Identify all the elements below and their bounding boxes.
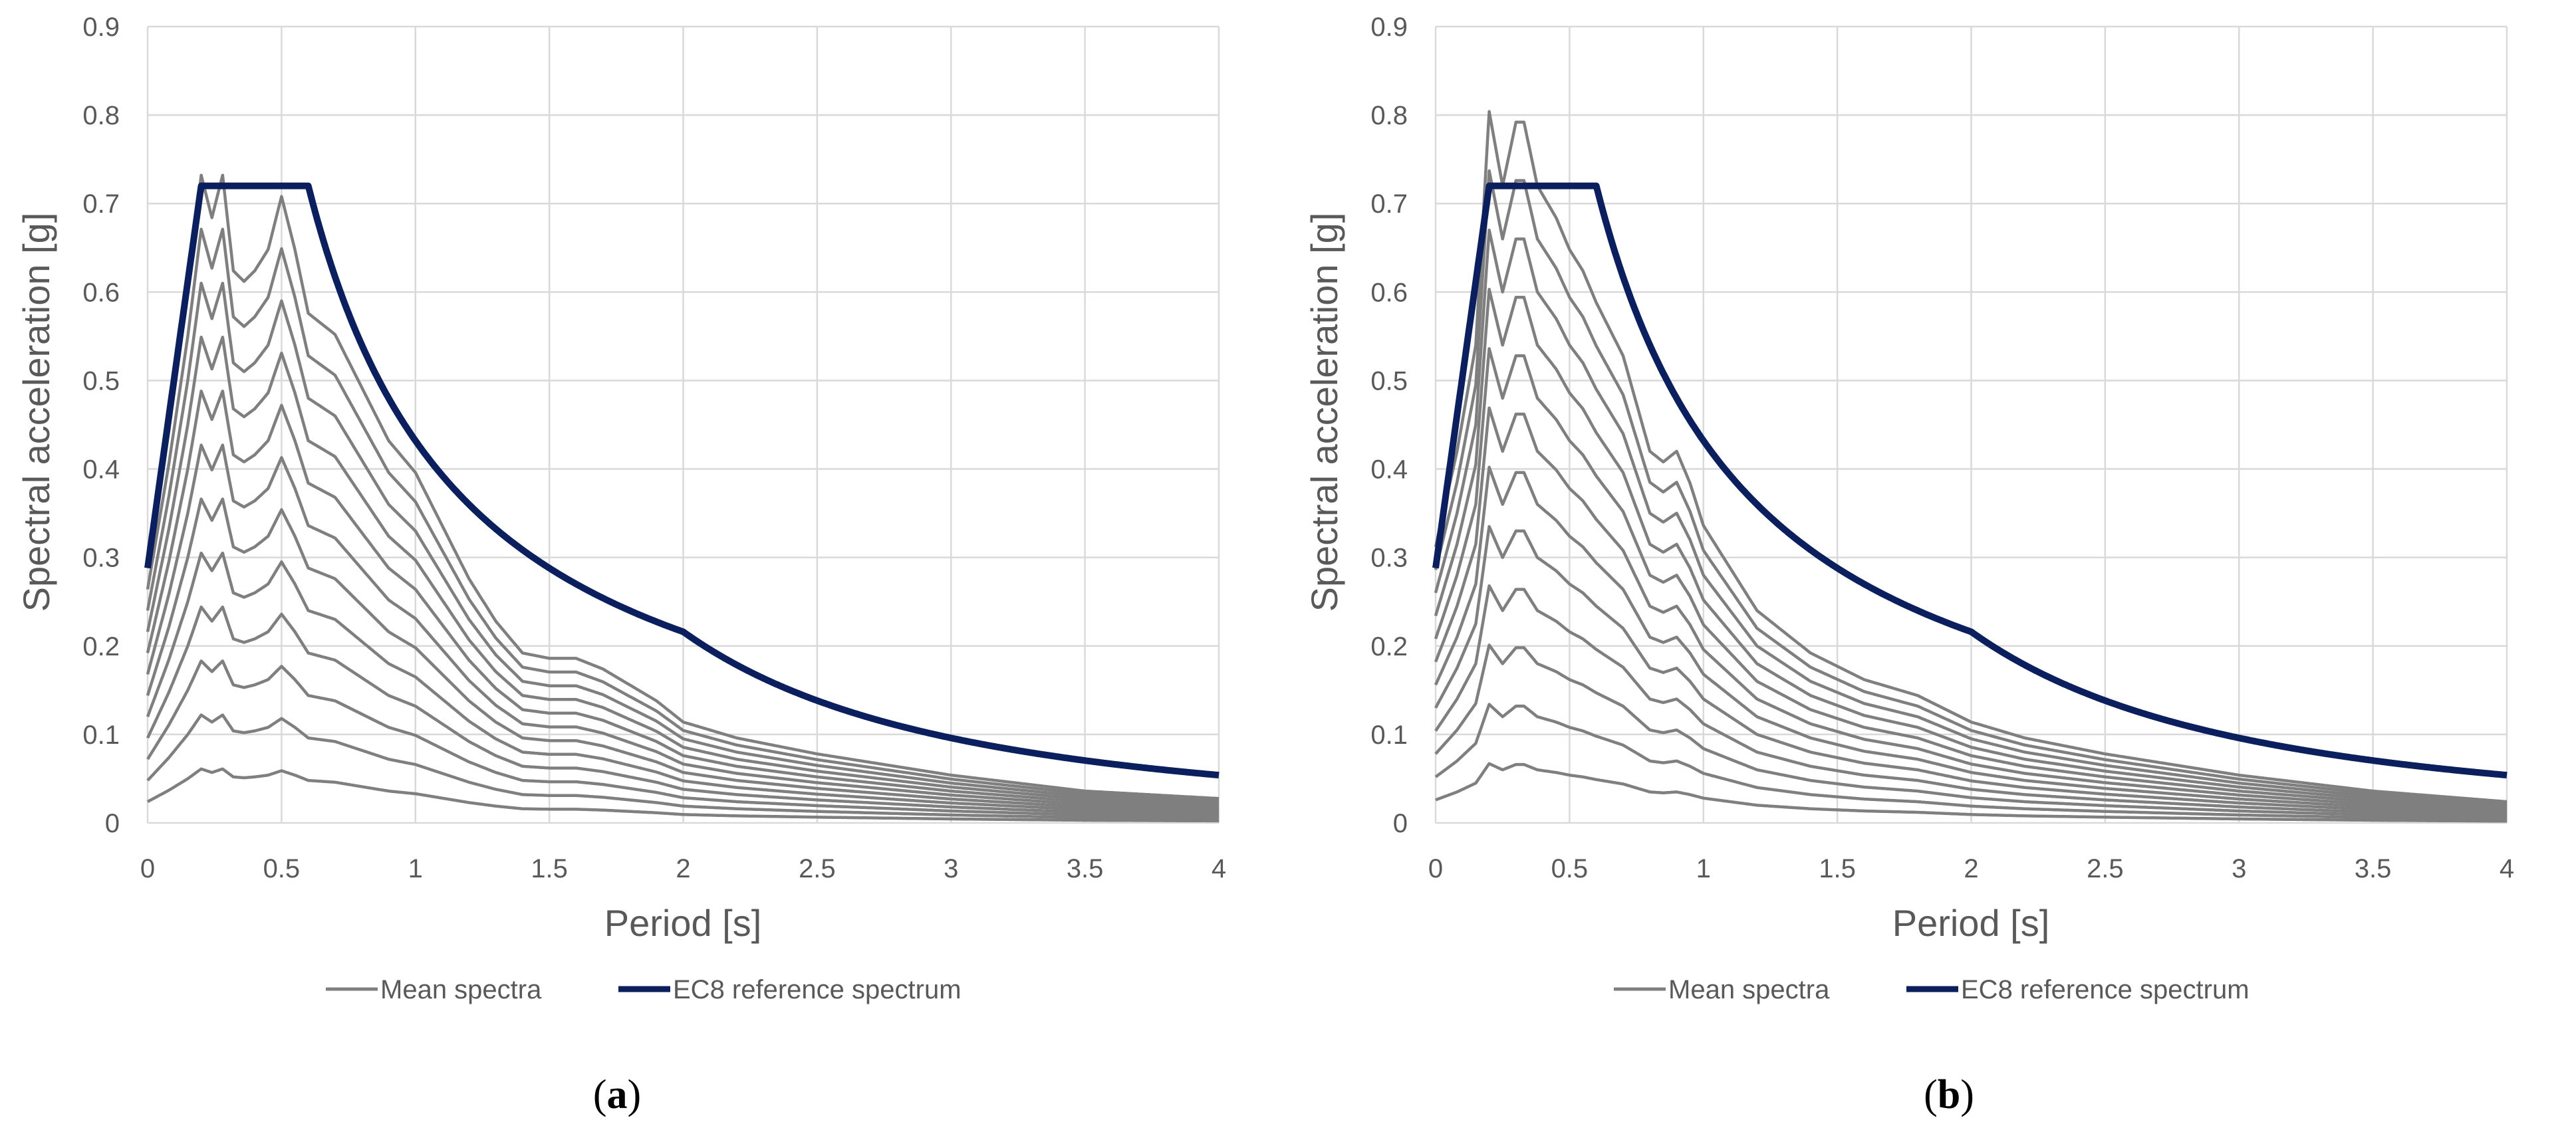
chart-a-x-tick-labels: 0 0.5 1 1.5 2 2.5 3 3.5 4 bbox=[140, 854, 1226, 883]
chart-b-ytick-5: 0.5 bbox=[1370, 366, 1408, 396]
chart-b-mean-spectrum-line-6 bbox=[1434, 465, 2508, 814]
chart-b-xtick-2: 1 bbox=[1696, 854, 1711, 883]
chart-b-ytick-9: 0.9 bbox=[1370, 13, 1408, 42]
chart-b-svg: 0 0.1 0.2 0.3 0.4 0.5 0.6 0.7 0.8 0.9 0 0.5 1 1.5 2 2.… bbox=[1303, 13, 2514, 1117]
chart-b-ytick-3: 0.3 bbox=[1370, 544, 1408, 573]
chart-b-xtick-4: 2 bbox=[1964, 854, 1978, 883]
chart-a-mean-spectrum-line-4 bbox=[146, 605, 1220, 817]
chart-a-xtick-6: 3 bbox=[944, 854, 958, 883]
chart-b-legend-mean-label: Mean spectra bbox=[1668, 975, 1830, 1004]
chart-a-svg: 0 0.1 0.2 0.3 0.4 0.5 0.6 0.7 0.8 0.9 0 0.5 1 1.5 2 2.… bbox=[15, 13, 1226, 1117]
chart-a-xtick-2: 1 bbox=[408, 854, 423, 883]
chart-b-legend-ec8-label: EC8 reference spectrum bbox=[1961, 975, 2250, 1004]
chart-a-ytick-0: 0 bbox=[105, 809, 120, 838]
chart-b-ytick-4: 0.4 bbox=[1370, 455, 1408, 485]
chart-b-y-axis-title: Spectral acceleration [g] bbox=[1303, 213, 1345, 612]
chart-a-legend-mean-label: Mean spectra bbox=[380, 975, 542, 1004]
chart-a-paren-open: ( bbox=[593, 1072, 607, 1117]
chart-b-ytick-1: 0.1 bbox=[1370, 721, 1408, 750]
chart-a-mean-spectrum-line-10 bbox=[146, 281, 1220, 804]
chart-a-mean-spectrum-line-12 bbox=[146, 173, 1220, 800]
chart-b-xtick-8: 4 bbox=[2500, 854, 2514, 883]
chart-a-panel-label: (a) bbox=[593, 1072, 641, 1117]
chart-b-panel-label: (b) bbox=[1924, 1072, 1974, 1117]
chart-a-ytick-9: 0.9 bbox=[82, 13, 120, 42]
chart-b-mean-spectrum-line-9 bbox=[1434, 288, 2508, 809]
chart-a-xtick-8: 4 bbox=[1212, 854, 1226, 883]
chart-b-xtick-7: 3.5 bbox=[2355, 854, 2392, 883]
chart-a-xtick-4: 2 bbox=[676, 854, 690, 883]
chart-a-mean-spectrum-line-7 bbox=[146, 443, 1220, 810]
chart-b-x-axis-title: Period [s] bbox=[1892, 902, 2050, 944]
chart-a-series bbox=[144, 173, 1221, 823]
chart-a-ytick-6: 0.6 bbox=[82, 278, 120, 307]
chart-b-ytick-7: 0.7 bbox=[1370, 189, 1408, 219]
chart-a-mean-spectrum-line-5 bbox=[146, 551, 1220, 814]
chart-b-gridlines bbox=[1434, 25, 2508, 824]
chart-b-mean-spectrum-line-12 bbox=[1434, 110, 2508, 804]
chart-a-ytick-3: 0.3 bbox=[82, 544, 120, 573]
chart-b-x-tick-labels: 0 0.5 1 1.5 2 2.5 3 3.5 4 bbox=[1428, 854, 2514, 883]
chart-b-xtick-3: 1.5 bbox=[1819, 854, 1856, 883]
chart-a-xtick-5: 2.5 bbox=[799, 854, 836, 883]
chart-b-letter: b bbox=[1938, 1072, 1960, 1117]
chart-b-xtick-5: 2.5 bbox=[2087, 854, 2124, 883]
chart-a-ytick-7: 0.7 bbox=[82, 189, 120, 219]
chart-a-y-axis-title: Spectral acceleration [g] bbox=[15, 213, 57, 612]
chart-b-ytick-0: 0 bbox=[1393, 809, 1408, 838]
chart-a-mean-spectrum-line-11 bbox=[146, 227, 1220, 802]
chart-a-x-axis-title: Period [s] bbox=[604, 902, 762, 944]
chart-a-mean-spectrum-line-1 bbox=[146, 767, 1220, 823]
chart-b-mean-spectrum-line-7 bbox=[1434, 406, 2508, 812]
chart-a-mean-spectrum-line-3 bbox=[146, 659, 1220, 819]
chart-a-legend: Mean spectra EC8 reference spectrum bbox=[326, 975, 962, 1004]
chart-a-legend-ec8-label: EC8 reference spectrum bbox=[673, 975, 962, 1004]
chart-b-xtick-0: 0 bbox=[1428, 854, 1443, 883]
chart-a-ytick-1: 0.1 bbox=[82, 721, 120, 750]
chart-b-paren-close: ) bbox=[1960, 1072, 1974, 1117]
chart-b-series bbox=[1432, 110, 2509, 823]
chart-b-mean-spectrum-line-1 bbox=[1435, 762, 2508, 823]
chart-b-mean-spectrum-line-5 bbox=[1434, 524, 2508, 816]
chart-b-ytick-6: 0.6 bbox=[1370, 278, 1408, 307]
chart-a-gridlines bbox=[146, 25, 1220, 824]
chart-b-paren-open: ( bbox=[1924, 1072, 1938, 1117]
chart-a-ec8-reference-line bbox=[144, 182, 1221, 779]
chart-b-mean-spectrum-line-4 bbox=[1434, 584, 2508, 818]
chart-a-mean-spectrum-line-8 bbox=[146, 390, 1220, 808]
chart-a-xtick-0: 0 bbox=[140, 854, 155, 883]
chart-b-xtick-1: 0.5 bbox=[1551, 854, 1589, 883]
chart-a-xtick-1: 0.5 bbox=[263, 854, 301, 883]
chart-panel-a: 0 0.1 0.2 0.3 0.4 0.5 0.6 0.7 0.8 0.9 0 0.5 1 1.5 2 2.… bbox=[15, 13, 1226, 1117]
chart-a-ytick-8: 0.8 bbox=[82, 101, 120, 130]
chart-b-mean-spectrum-line-11 bbox=[1434, 169, 2508, 805]
chart-a-mean-spectrum-line-2 bbox=[146, 713, 1220, 821]
svg-text:(b): (b) bbox=[1924, 1072, 1974, 1117]
chart-b-ec8-reference-line bbox=[1432, 182, 2509, 779]
chart-a-paren-close: ) bbox=[628, 1072, 642, 1117]
chart-b-mean-spectrum-line-8 bbox=[1434, 347, 2508, 810]
chart-a-ytick-2: 0.2 bbox=[82, 632, 120, 661]
chart-a-ytick-5: 0.5 bbox=[82, 366, 120, 396]
chart-b-mean-spectrum-line-3 bbox=[1434, 643, 2508, 820]
chart-b-y-tick-labels: 0 0.1 0.2 0.3 0.4 0.5 0.6 0.7 0.8 0.9 bbox=[1370, 13, 1408, 838]
chart-b-ytick-8: 0.8 bbox=[1370, 101, 1408, 130]
chart-b-legend: Mean spectra EC8 reference spectrum bbox=[1614, 975, 2250, 1004]
chart-panel-b: 0 0.1 0.2 0.3 0.4 0.5 0.6 0.7 0.8 0.9 0 0.5 1 1.5 2 2.… bbox=[1288, 0, 2576, 1136]
chart-a-letter: a bbox=[607, 1072, 628, 1117]
chart-a-y-tick-labels: 0 0.1 0.2 0.3 0.4 0.5 0.6 0.7 0.8 0.9 bbox=[82, 13, 120, 838]
chart-b-mean-spectrum-line-10 bbox=[1434, 228, 2508, 807]
chart-a-mean-spectrum-line-9 bbox=[146, 335, 1220, 806]
chart-a-ytick-4: 0.4 bbox=[82, 455, 120, 485]
chart-b-xtick-6: 3 bbox=[2232, 854, 2246, 883]
chart-a-xtick-7: 3.5 bbox=[1067, 854, 1104, 883]
chart-b-ytick-2: 0.2 bbox=[1370, 632, 1408, 661]
chart-b-mean-spectrum-line-2 bbox=[1434, 703, 2508, 821]
chart-a-mean-spectrum-line-6 bbox=[146, 497, 1220, 812]
svg-text:(a): (a) bbox=[593, 1072, 641, 1117]
chart-a-xtick-3: 1.5 bbox=[531, 854, 568, 883]
